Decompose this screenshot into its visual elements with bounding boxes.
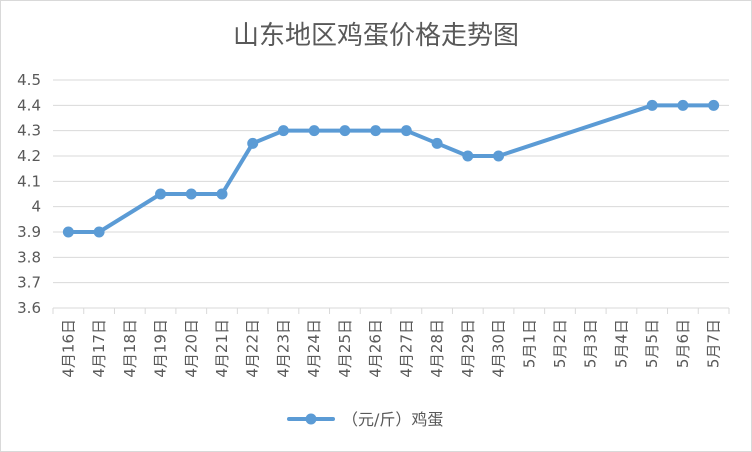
data-point <box>400 125 412 137</box>
x-tick-label: 4月28日 <box>428 319 446 378</box>
data-point <box>462 150 474 162</box>
data-point <box>62 226 74 238</box>
y-tick-label: 4.3 <box>17 122 41 140</box>
data-point <box>708 99 720 111</box>
y-tick-label: 3.7 <box>17 274 41 292</box>
data-point <box>247 137 259 149</box>
x-tick-label: 5月3日 <box>582 319 600 368</box>
x-tick-label: 5月7日 <box>705 319 723 368</box>
data-point <box>155 188 167 200</box>
x-tick-label: 4月24日 <box>305 319 323 378</box>
x-tick-label: 4月16日 <box>59 319 77 378</box>
x-tick-label: 4月23日 <box>274 319 292 378</box>
x-tick-label: 4月30日 <box>490 319 508 378</box>
y-tick-label: 4.2 <box>17 147 41 165</box>
y-axis-ticks: 3.6 3.7 3.8 3.9 4 4.1 4.2 4.3 4.4 4.5 <box>17 71 41 317</box>
x-tick-label: 4月17日 <box>90 319 108 378</box>
y-tick-label: 4.5 <box>17 71 41 89</box>
legend-marker-swatch <box>305 413 317 425</box>
data-point <box>646 99 658 111</box>
x-tick-label: 5月5日 <box>643 319 661 368</box>
data-point <box>677 99 689 111</box>
y-tick-label: 4 <box>31 198 41 216</box>
x-tick-label: 4月20日 <box>182 319 200 378</box>
data-point <box>308 125 320 137</box>
y-tick-label: 4.4 <box>17 96 41 114</box>
data-point <box>93 226 105 238</box>
data-point <box>493 150 505 162</box>
data-point <box>185 188 197 200</box>
x-axis <box>52 307 730 314</box>
data-point <box>431 137 443 149</box>
data-point <box>277 125 289 137</box>
x-tick-label: 4月25日 <box>336 319 354 378</box>
x-tick-label: 4月21日 <box>213 319 231 378</box>
y-tick-label: 3.6 <box>17 299 41 317</box>
x-axis-ticks: 4月16日 4月17日 4月18日 4月19日 4月20日 4月21日 4月22日 4月23日… <box>59 319 722 378</box>
legend: （元/斤）鸡蛋 <box>287 410 443 429</box>
x-tick-label: 5月4日 <box>612 319 630 368</box>
series-line <box>66 103 716 234</box>
x-tick-label: 4月26日 <box>367 319 385 378</box>
x-tick-label: 5月1日 <box>520 319 538 368</box>
y-tick-label: 4.1 <box>17 172 41 190</box>
gridlines <box>53 79 729 284</box>
series-layer <box>62 99 720 238</box>
x-tick-label: 4月27日 <box>397 319 415 378</box>
x-tick-label: 4月19日 <box>152 319 170 378</box>
y-tick-label: 3.8 <box>17 248 41 266</box>
data-point <box>339 125 351 137</box>
data-point <box>370 125 382 137</box>
x-tick-label: 4月22日 <box>244 319 262 378</box>
data-point <box>216 188 228 200</box>
x-tick-label: 4月18日 <box>121 319 139 378</box>
x-tick-label: 4月29日 <box>459 319 477 378</box>
chart-title: 山东地区鸡蛋价格走势图 <box>233 21 519 51</box>
x-tick-label: 5月2日 <box>551 319 569 368</box>
legend-label: （元/斤）鸡蛋 <box>342 410 443 429</box>
y-tick-label: 3.9 <box>17 223 41 241</box>
x-tick-label: 5月6日 <box>674 319 692 368</box>
